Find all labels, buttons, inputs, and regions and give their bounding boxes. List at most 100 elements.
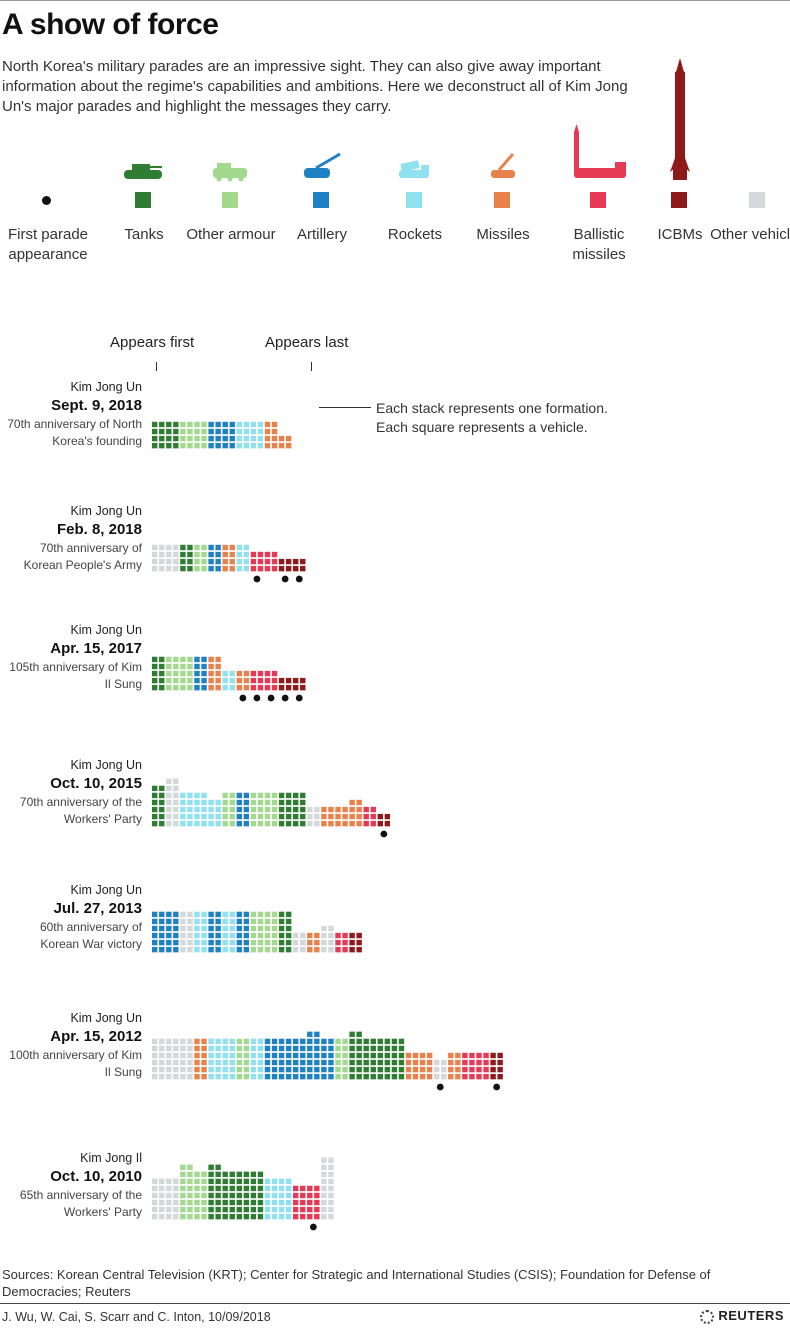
vehicle-square bbox=[293, 558, 299, 565]
vehicle-square bbox=[201, 1171, 207, 1178]
vehicle-square bbox=[201, 1038, 207, 1045]
vehicle-square bbox=[321, 1157, 327, 1163]
vehicle-square bbox=[152, 565, 158, 572]
vehicle-square bbox=[159, 421, 165, 428]
vehicle-square bbox=[187, 925, 193, 932]
vehicle-square bbox=[278, 918, 285, 925]
vehicle-square bbox=[236, 1073, 242, 1080]
vehicle-square bbox=[405, 1073, 412, 1080]
vehicle-square bbox=[285, 684, 292, 691]
vehicle-square bbox=[215, 925, 221, 932]
vehicle-square bbox=[300, 1199, 306, 1206]
vehicle-square bbox=[293, 820, 299, 827]
vehicle-square bbox=[159, 785, 165, 792]
vehicle-square bbox=[194, 565, 200, 572]
vehicle-square bbox=[370, 1045, 376, 1052]
vehicle-square bbox=[173, 1178, 179, 1185]
vehicle-square bbox=[236, 670, 242, 677]
vehicle-square bbox=[293, 1213, 299, 1220]
vehicle-square bbox=[166, 1206, 172, 1213]
vehicle-square bbox=[293, 1073, 299, 1080]
vehicle-square bbox=[208, 1213, 214, 1220]
vehicle-square bbox=[187, 911, 193, 918]
parade-date: Feb. 8, 2018 bbox=[56, 521, 142, 538]
vehicle-square bbox=[159, 932, 165, 939]
legend-label: Artillery bbox=[296, 226, 347, 243]
vehicle-square bbox=[208, 1185, 214, 1192]
vehicle-square bbox=[271, 939, 278, 946]
vehicle-square bbox=[278, 820, 285, 827]
vehicle-square bbox=[278, 1073, 285, 1080]
vehicle-square bbox=[201, 1059, 207, 1066]
vehicle-square bbox=[271, 435, 278, 442]
vehicle-square bbox=[208, 544, 214, 551]
vehicle-square bbox=[166, 544, 172, 551]
vehicle-square bbox=[257, 792, 264, 799]
formation-stack-tanks bbox=[208, 1164, 221, 1220]
vehicle-square bbox=[201, 918, 207, 925]
vehicle-square bbox=[300, 1192, 306, 1199]
vehicle-square bbox=[194, 1192, 200, 1199]
vehicle-square bbox=[173, 778, 179, 785]
formation-stack-tanks bbox=[278, 792, 292, 827]
vehicle-square bbox=[257, 799, 264, 806]
vehicle-square bbox=[229, 684, 235, 691]
vehicle-square bbox=[243, 565, 250, 572]
appears-first-label: Appears first bbox=[110, 334, 195, 351]
vehicle-square bbox=[391, 1038, 398, 1045]
formation-stack-icbm bbox=[377, 813, 391, 838]
vehicle-square bbox=[342, 932, 348, 939]
vehicle-square bbox=[159, 1213, 165, 1220]
vehicle-square bbox=[419, 1052, 426, 1059]
vehicle-square bbox=[250, 806, 257, 813]
formation-stack-other bbox=[152, 1178, 165, 1220]
vehicle-square bbox=[257, 684, 264, 691]
vehicle-square bbox=[271, 684, 278, 691]
vehicle-square bbox=[166, 778, 172, 785]
vehicle-square bbox=[300, 792, 306, 799]
vehicle-square bbox=[293, 1066, 299, 1073]
vehicle-square bbox=[321, 1059, 327, 1066]
vehicle-square bbox=[222, 939, 228, 946]
vehicle-square bbox=[257, 435, 264, 442]
vehicle-square bbox=[300, 806, 306, 813]
parade-label-2018-sep: Kim Jong Un Sept. 9, 2018 70th anniversa… bbox=[0, 379, 142, 450]
vehicle-square bbox=[405, 1052, 412, 1059]
vehicle-square bbox=[236, 918, 242, 925]
vehicle-square bbox=[194, 1038, 200, 1045]
vehicle-square bbox=[173, 1199, 179, 1206]
vehicle-square bbox=[370, 1066, 376, 1073]
vehicle-square bbox=[398, 1073, 405, 1080]
vehicle-square bbox=[201, 684, 207, 691]
vehicle-square bbox=[377, 813, 383, 820]
vehicle-square bbox=[180, 925, 186, 932]
vehicle-square bbox=[250, 442, 257, 449]
vehicle-square bbox=[328, 1213, 334, 1220]
vehicle-square bbox=[173, 932, 179, 939]
formation-stack-artillery bbox=[293, 1038, 306, 1080]
vehicle-square bbox=[328, 1206, 334, 1213]
vehicle-square bbox=[194, 1178, 200, 1185]
vehicle-square bbox=[180, 792, 186, 799]
vehicle-square bbox=[152, 1038, 158, 1045]
vehicle-square bbox=[159, 792, 165, 799]
vehicle-square bbox=[356, 1066, 362, 1073]
vehicle-square bbox=[257, 1066, 264, 1073]
vehicle-square bbox=[187, 1199, 193, 1206]
vehicle-square bbox=[222, 792, 228, 799]
vehicle-square bbox=[194, 806, 200, 813]
vehicle-square bbox=[229, 939, 235, 946]
vehicle-square bbox=[201, 558, 207, 565]
vehicle-square bbox=[349, 946, 355, 953]
vehicle-square bbox=[264, 1206, 271, 1213]
vehicle-square bbox=[300, 558, 306, 565]
vehicle-square bbox=[476, 1059, 482, 1066]
vehicle-square bbox=[335, 813, 341, 820]
vehicle-square bbox=[222, 684, 228, 691]
vehicle-square bbox=[377, 1045, 383, 1052]
vehicle-square bbox=[194, 656, 200, 663]
vehicle-square bbox=[243, 1185, 250, 1192]
vehicle-square bbox=[222, 918, 228, 925]
vehicle-square bbox=[159, 1192, 165, 1199]
vehicle-square bbox=[293, 1038, 299, 1045]
